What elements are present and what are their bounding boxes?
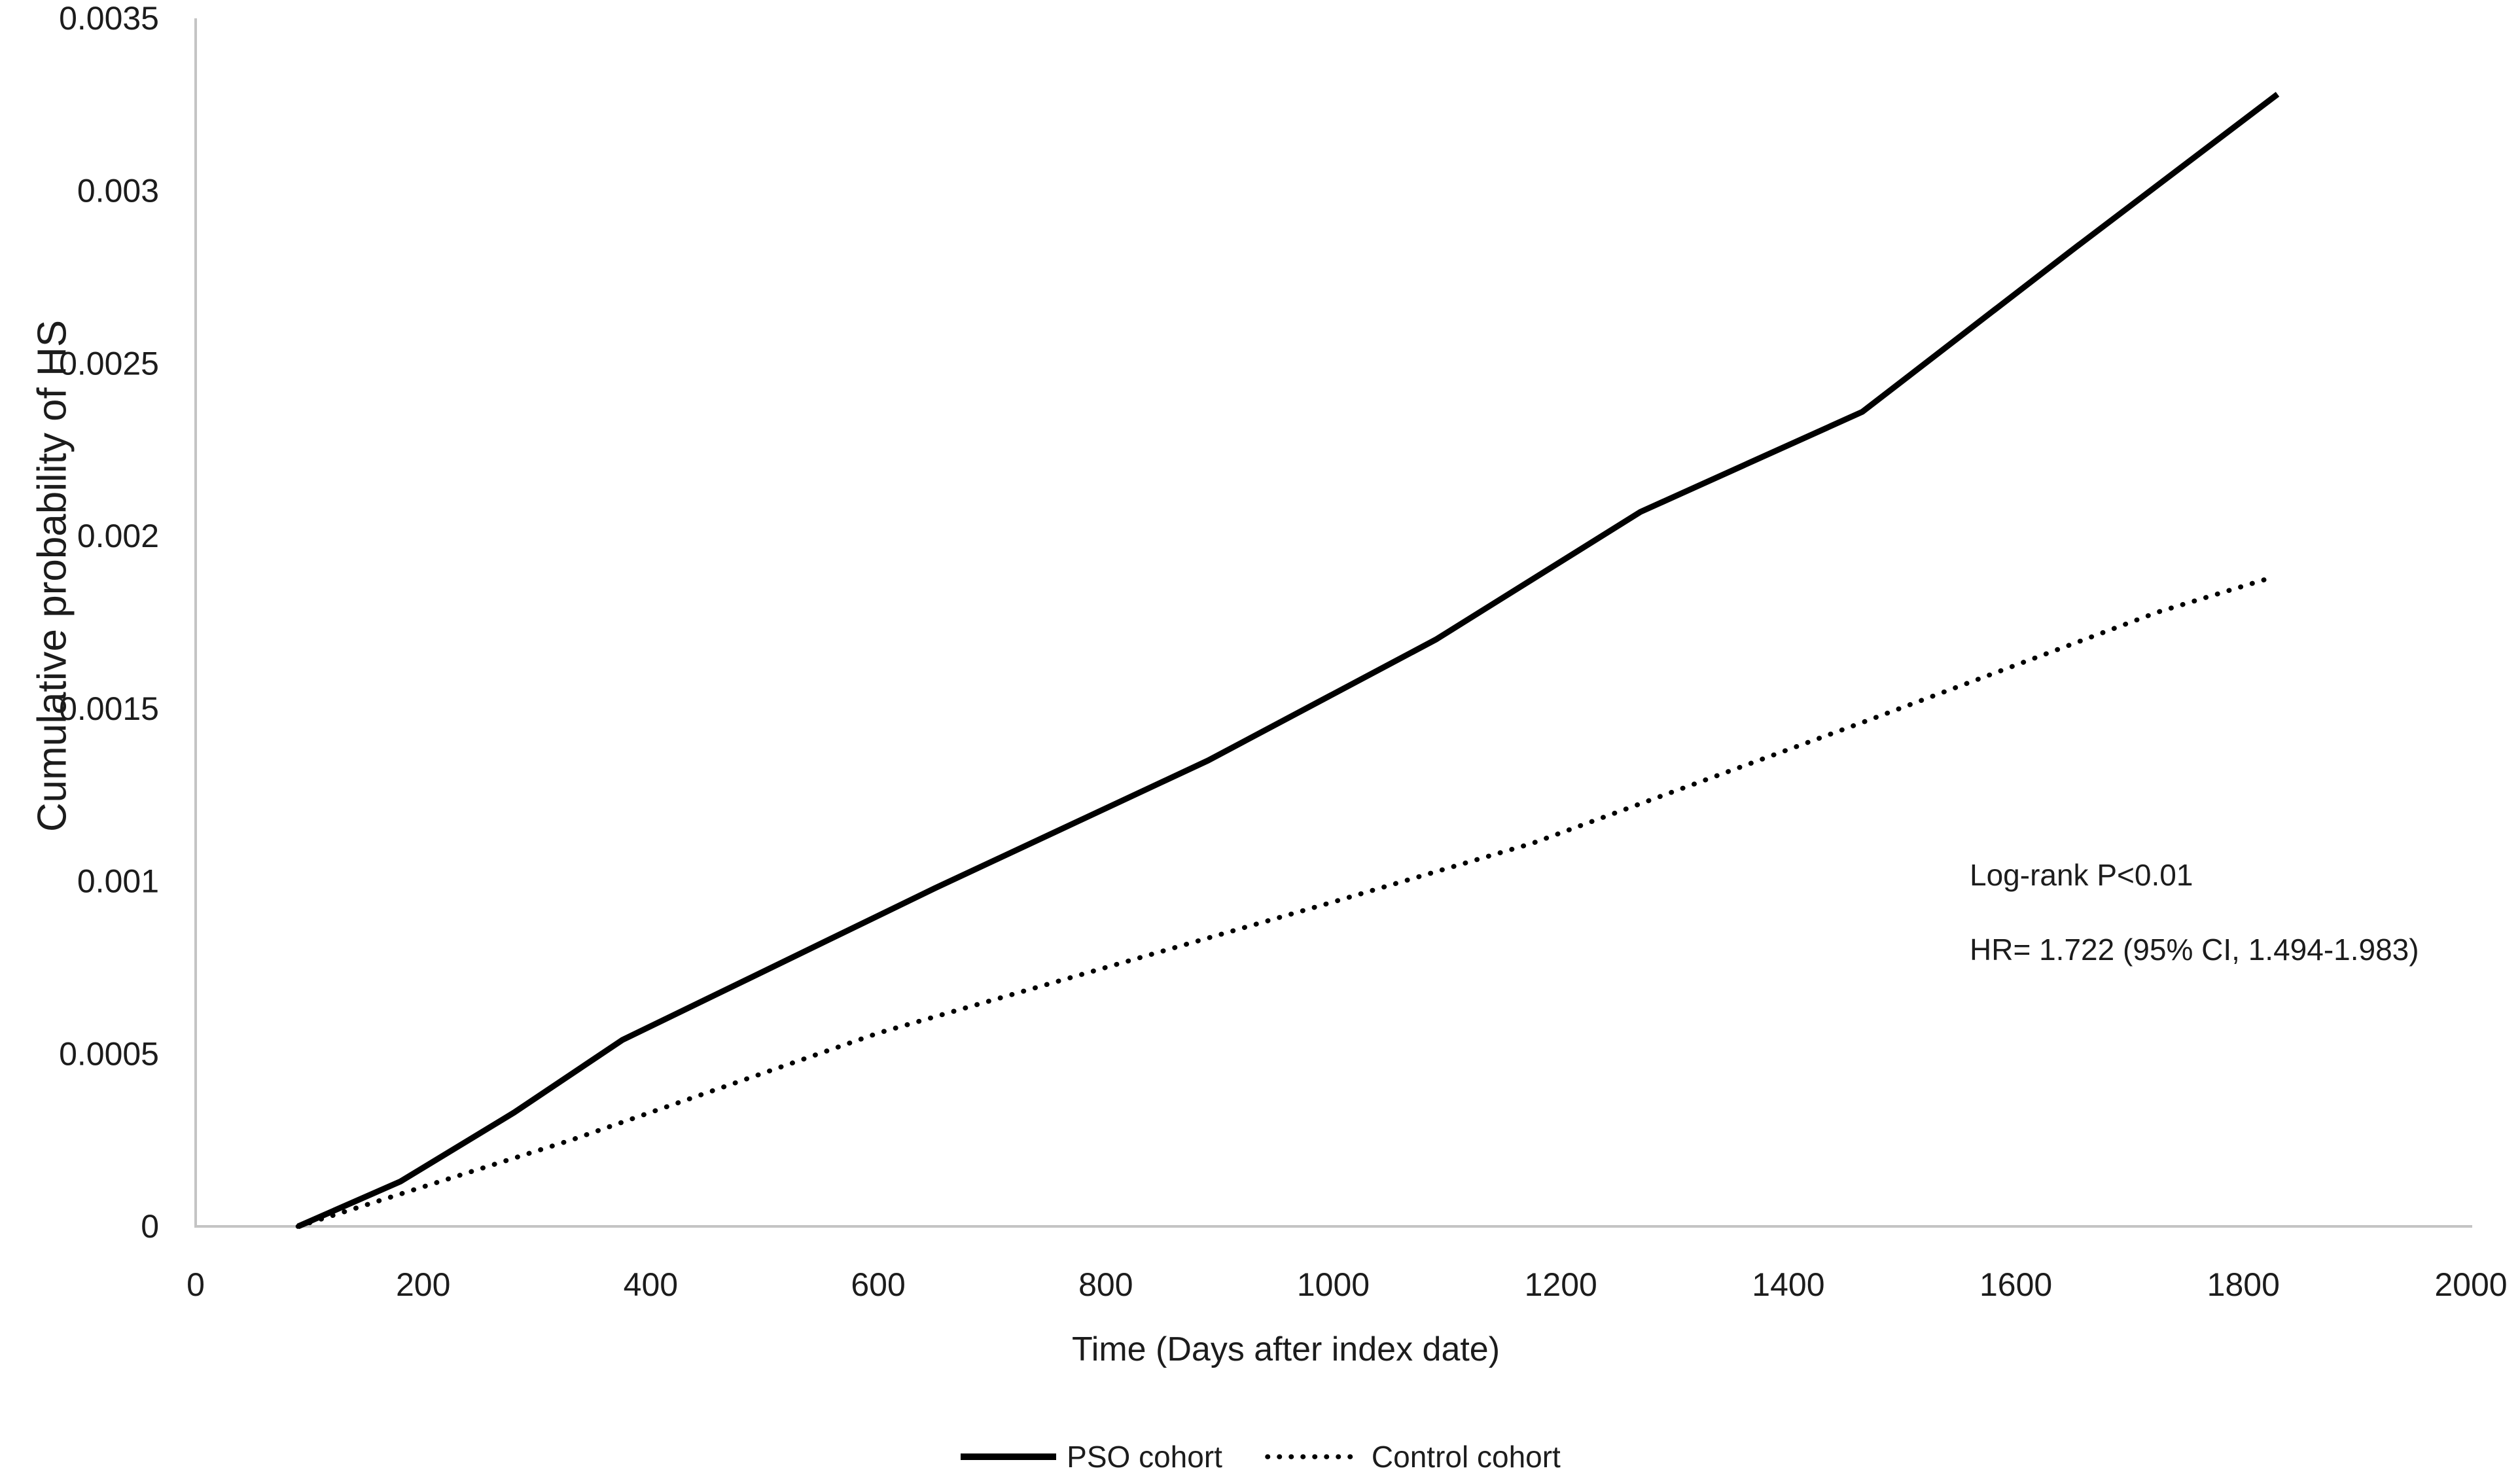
control-cohort-line (295, 575, 2275, 1229)
y-tick-label: 0.0015 (59, 690, 159, 727)
chart-legend: PSO cohort Control cohort (0, 1438, 2520, 1475)
y-tick-label: 0.0035 (59, 0, 159, 37)
x-tick-label: 600 (851, 1266, 905, 1303)
y-tick-label: 0 (141, 1208, 159, 1245)
legend-label-pso-cohort: PSO cohort (1067, 1440, 1222, 1474)
y-axis-title: Cumulative probability of HS (29, 319, 75, 832)
control-dotted-line-swatch (1265, 1454, 1362, 1459)
legend-label-control-cohort: Control cohort (1371, 1440, 1561, 1474)
y-tick-label: 0.002 (77, 518, 159, 554)
x-tick-label: 1000 (1297, 1266, 1370, 1303)
x-tick-label: 800 (1078, 1266, 1133, 1303)
legend-item-pso-cohort: PSO cohort (959, 1439, 1222, 1474)
pso-cohort-line (296, 92, 2280, 1230)
x-tick-label: 400 (624, 1266, 678, 1303)
logrank-annotation: Log-rank P<0.01 (1970, 858, 2193, 892)
y-tick-label: 0.003 (77, 173, 159, 209)
x-tick-label: 2000 (2434, 1266, 2507, 1303)
x-tick-label: 0 (186, 1266, 205, 1303)
x-tick-label: 1200 (1525, 1266, 1597, 1303)
y-tick-label: 0.0025 (59, 345, 159, 382)
x-tick-label: 200 (396, 1266, 450, 1303)
y-tick-label: 0.001 (77, 863, 159, 900)
x-tick-label: 1600 (1979, 1266, 2052, 1303)
legend-item-control-cohort: Control cohort (1264, 1439, 1561, 1474)
x-tick-label: 1400 (1752, 1266, 1824, 1303)
x-axis-title: Time (Days after index date) (1071, 1330, 1500, 1368)
y-tick-label: 0.0005 (59, 1035, 159, 1072)
x-tick-label: 1800 (2207, 1266, 2280, 1303)
hazard-ratio-annotation: HR= 1.722 (95% CI, 1.494-1.983) (1970, 933, 2419, 967)
pso-solid-line-swatch (961, 1453, 1057, 1460)
